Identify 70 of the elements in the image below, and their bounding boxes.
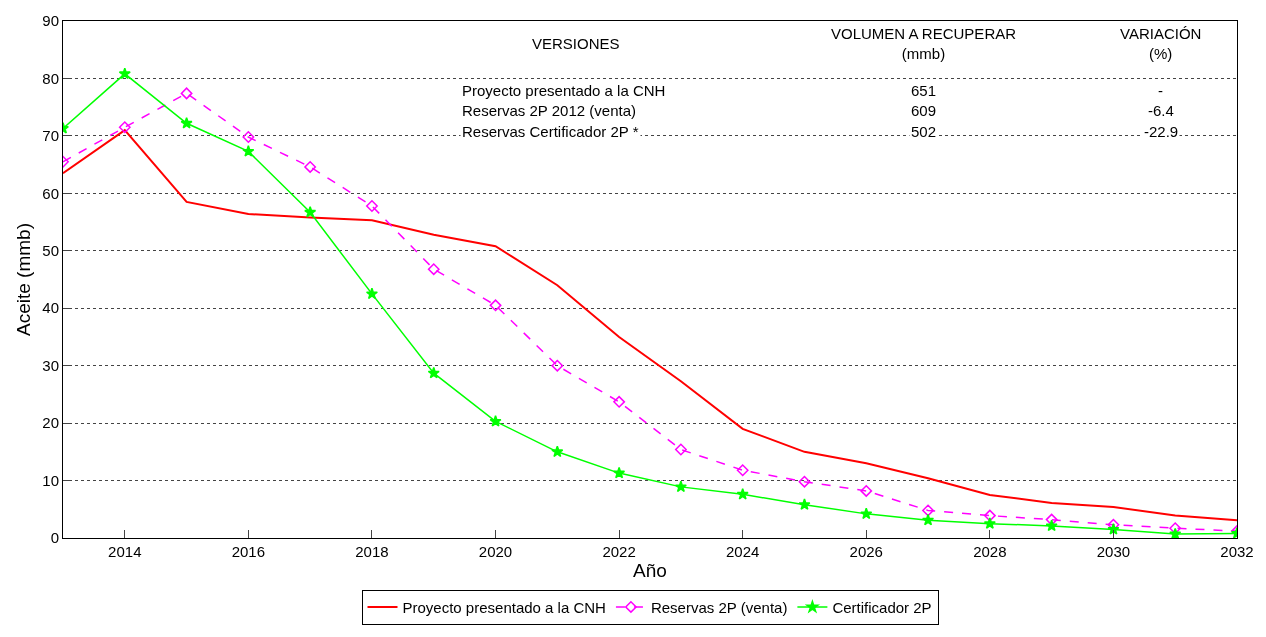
annotation: -6.4 [1148, 102, 1174, 119]
x-tick-label: 2026 [849, 543, 883, 560]
y-tick-label: 30 [42, 356, 59, 374]
y-axis-title: Aceite (mmb) [13, 223, 35, 336]
point [427, 263, 440, 276]
y-tick-label: 90 [42, 12, 59, 30]
y-tick-label: 60 [42, 184, 59, 202]
point [736, 487, 749, 500]
x-tick-label: 2014 [108, 543, 142, 560]
y-tick-label: 0 [50, 529, 59, 547]
legend-label: Certificador 2P [832, 598, 932, 616]
point [798, 498, 811, 510]
point [489, 415, 502, 427]
annotation: Proyecto presentado a la CNH [462, 82, 666, 99]
point [304, 205, 317, 218]
x-tick-label: 2024 [725, 543, 760, 560]
annotation: -22.9 [1144, 123, 1179, 140]
x-tick-label: 2030 [1096, 543, 1131, 560]
point [180, 87, 193, 100]
point [674, 480, 687, 493]
y-tick-label: 40 [42, 299, 59, 317]
x-tick-label: 2028 [973, 543, 1007, 560]
point [365, 287, 379, 300]
point [489, 299, 502, 312]
point [860, 507, 873, 520]
point [613, 395, 626, 408]
annotation: 502 [911, 123, 937, 140]
point [366, 200, 378, 212]
point [242, 131, 255, 143]
legend-label: Reservas 2P (venta) [650, 598, 788, 616]
point [1169, 527, 1182, 538]
annotation: Reservas Certificador 2P * [462, 123, 639, 140]
point [860, 484, 873, 497]
x-axis-title: Año [633, 560, 667, 581]
annotation: VARIACIÓN (%) [1120, 25, 1202, 62]
point [551, 359, 564, 372]
point [736, 464, 749, 477]
y-tick-label: 20 [42, 414, 59, 432]
point [798, 475, 811, 488]
x-tick-label: 2022 [602, 543, 636, 560]
point [983, 517, 996, 529]
point [922, 504, 934, 517]
y-tick-label: 80 [42, 69, 59, 87]
point [983, 509, 996, 522]
y-tick-label: 50 [42, 242, 59, 260]
point [551, 445, 564, 458]
point [613, 466, 626, 479]
x-tick-label: 2018 [355, 543, 389, 560]
x-tick-label: 2016 [231, 543, 266, 560]
x-tick-label: 2020 [478, 543, 513, 560]
annotation: 651 [911, 82, 937, 99]
point [1107, 523, 1120, 535]
point [118, 67, 131, 80]
point [1045, 519, 1058, 532]
annotation: 609 [911, 102, 937, 119]
annotation: VOLUMEN A RECUPERAR (mmb) [831, 25, 1017, 62]
annotation: Reservas 2P 2012 (venta) [462, 102, 636, 119]
point [921, 513, 935, 526]
legend-label: Proyecto presentado a la CNH [402, 598, 606, 616]
point [674, 443, 687, 456]
point [427, 366, 440, 379]
annotation: VERSIONES [532, 35, 620, 52]
point [118, 121, 131, 134]
point [304, 160, 317, 173]
annotation: - [1158, 82, 1163, 99]
point [180, 116, 193, 129]
x-tick-label: 2032 [1220, 543, 1254, 560]
y-tick-label: 10 [42, 471, 59, 489]
y-tick-label: 70 [42, 127, 59, 145]
point [242, 145, 255, 157]
